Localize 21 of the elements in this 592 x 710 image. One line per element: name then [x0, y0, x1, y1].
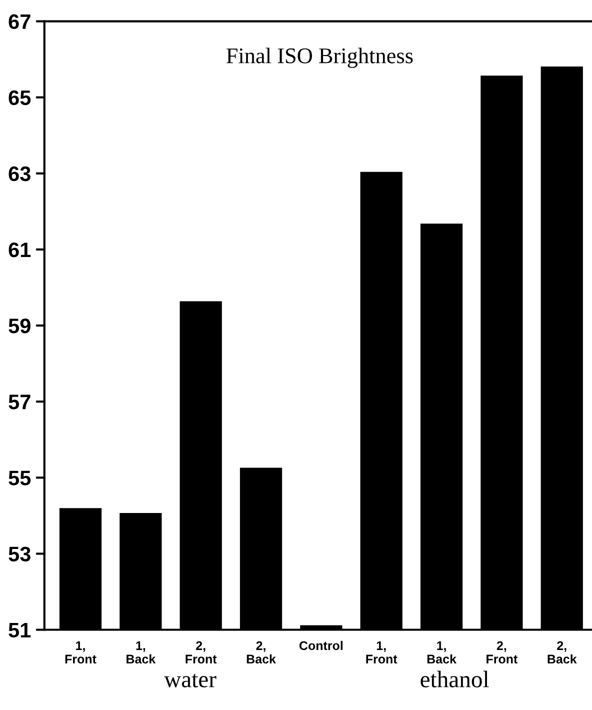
x-tick-label: 2, Back: [548, 641, 577, 664]
x-tick-label: 2, Back: [246, 641, 276, 664]
x-tick-label: 1, Back: [126, 641, 156, 664]
x-tick-label: 2, Front: [486, 641, 518, 664]
y-tick-label: 67: [8, 14, 30, 30]
y-tick-label: 61: [8, 242, 31, 258]
y-tick-label: 63: [8, 166, 30, 182]
y-tick-label: 51: [8, 622, 31, 638]
x-tick-label: Control: [299, 640, 343, 650]
x-tick-label: 1, Front: [366, 641, 398, 664]
x-tick-label: 1, Front: [65, 641, 96, 664]
text: Final ISO Brightness: [226, 48, 413, 68]
y-tick-label: 53: [8, 546, 30, 562]
y-tick-label: 57: [8, 394, 30, 410]
y-tick-label: 65: [8, 90, 31, 106]
y-tick-label: 59: [8, 318, 30, 334]
text: water: [164, 674, 216, 688]
x-tick-label: 1, Back: [427, 641, 456, 664]
x-tick-label: 2, Front: [186, 641, 217, 664]
y-tick-label: 55: [8, 470, 31, 486]
text: ethanol: [420, 670, 489, 688]
